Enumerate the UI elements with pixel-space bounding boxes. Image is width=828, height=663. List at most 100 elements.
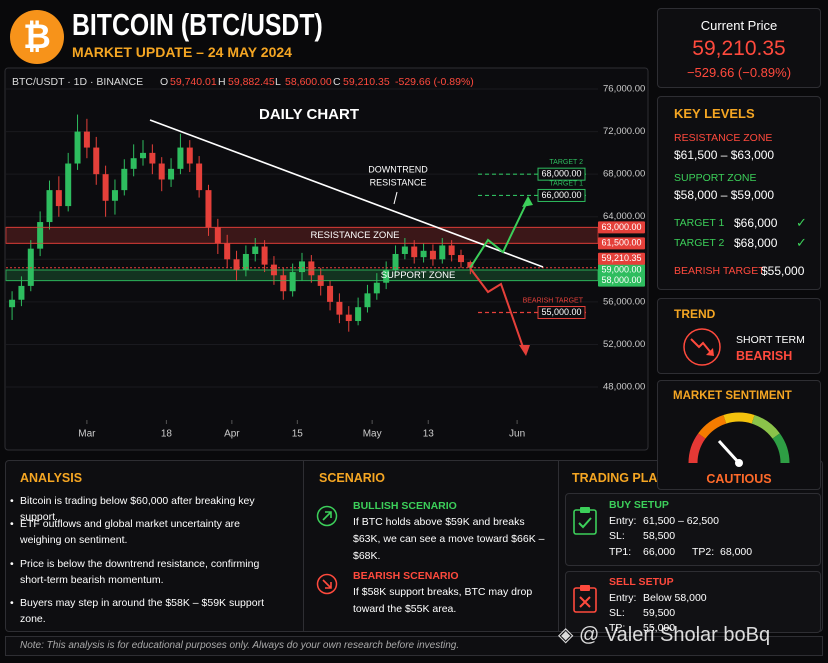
setup-title: SELL SETUP [609, 576, 674, 588]
x-tick-label: Jun [509, 429, 525, 440]
candle-body [177, 147, 184, 169]
candle-body [308, 261, 315, 276]
setup-label: TP2: [692, 546, 715, 558]
level-value: $55,000 [761, 264, 805, 278]
x-tick-label: Apr [224, 429, 240, 440]
scenario-text: If BTC holds above $59K and breaks $63K,… [353, 516, 545, 562]
candle-body [93, 147, 100, 175]
sentiment-panel: MARKET SENTIMENT CAUTIOUS [657, 380, 821, 490]
price: 59,210.35 [692, 37, 786, 60]
candle-body [336, 301, 343, 315]
x-tick-label: 18 [161, 429, 173, 440]
price-panel: Current Price 59,210.35 −529.66 (−0.89%) [657, 8, 821, 88]
x-tick-label: 15 [292, 429, 304, 440]
target-label-box [538, 168, 585, 181]
level-label: 61,500.00 [601, 238, 641, 248]
watermark-icon: ◈ [558, 624, 579, 646]
candle-body [111, 190, 118, 201]
setup-value: 55,000 [643, 622, 676, 634]
sell-icon [573, 585, 597, 613]
level-label: RESISTANCE ZONE [674, 132, 773, 144]
watermark: ◈ @ Valeri Sholar boBq [558, 622, 770, 647]
setup-value: 68,000 [720, 546, 753, 558]
subtitle: MARKET UPDATE – 24 MAY 2024 [72, 44, 292, 60]
section-title: ANALYSIS [20, 471, 83, 485]
setup-label: Entry: [609, 515, 637, 527]
candle-body [401, 246, 408, 254]
annotation: DOWNTREND [368, 164, 428, 174]
candle-body [224, 243, 231, 260]
level-label: TARGET 2 [674, 237, 725, 249]
level-label-box [598, 263, 645, 276]
bullish-projection [469, 199, 529, 269]
setup-label: TP1: [609, 546, 632, 558]
y-tick-label: 56,000.00 [603, 296, 645, 307]
target-border [537, 167, 586, 181]
gauge [688, 412, 790, 467]
panel-title: KEY LEVELS [674, 106, 755, 121]
level-label: 58,000.00 [601, 275, 641, 285]
x-tick-label: May [363, 429, 382, 440]
candle-body [439, 245, 446, 260]
candle-body [9, 299, 16, 308]
target-label-box [538, 306, 585, 319]
plot [5, 88, 599, 388]
section-title: SCENARIO [319, 471, 385, 485]
candle-body [186, 147, 193, 164]
candle-body [373, 282, 380, 294]
level-label: 63,000.00 [601, 222, 641, 232]
sentiment-value: CAUTIOUS [706, 472, 772, 486]
y-tick-label: 68,000.00 [603, 169, 645, 180]
setup-label: TP: [609, 622, 626, 634]
level-label-box [598, 274, 645, 287]
change: -529.66 (-0.89%) [395, 76, 474, 88]
target-border [537, 306, 586, 320]
bullish-arrowhead [522, 196, 533, 207]
check: ✓ [796, 215, 807, 230]
ohlc-label: H [218, 76, 226, 88]
check: ✓ [796, 235, 807, 250]
y-tick-label: 76,000.00 [603, 84, 645, 95]
ohlc-label: L [275, 76, 281, 88]
candle-body [196, 163, 203, 191]
target-label: 68,000.00 [541, 169, 581, 179]
candle-body [74, 131, 81, 164]
price-change: −529.66 (−0.89%) [686, 65, 792, 80]
ohlc-label: O [160, 76, 168, 88]
candle-body [467, 262, 474, 268]
ohlc-value: 59,882.45 [228, 76, 275, 88]
y-tick-label: 72,000.00 [603, 126, 645, 137]
bullish-icon [316, 505, 338, 527]
scenario-title: BEARISH SCENARIO [353, 570, 459, 582]
setup-value: 66,000 [643, 546, 676, 558]
level-label: BEARISH TARGET [674, 265, 765, 277]
candle-body [355, 307, 362, 322]
candle-body [327, 285, 334, 302]
level-value: $61,500 – $63,000 [674, 148, 775, 162]
candle-body [242, 253, 249, 270]
y-tick-label: 48,000.00 [603, 382, 645, 393]
target-label: 66,000.00 [541, 190, 581, 200]
trendline [149, 119, 544, 268]
candle-body [102, 174, 109, 201]
analysis-point: Buyers may step in around the $58K – $59… [10, 595, 292, 627]
y-tick-label: 52,000.00 [603, 339, 645, 350]
setup-label: SL: [609, 530, 625, 542]
candle-body [205, 190, 212, 228]
analysis-point: ETF outflows and global market uncertain… [10, 516, 260, 548]
price-label: Current Price [700, 18, 778, 33]
title: BITCOIN (BTC/USDT) [72, 7, 323, 42]
ohlc-value: 59,740.01 [170, 76, 217, 88]
candle-body [429, 250, 436, 260]
candle-body [420, 250, 427, 258]
panel-title: TREND [674, 307, 716, 321]
candle-body [233, 259, 240, 270]
candle-body [345, 314, 352, 322]
annotation: RESISTANCE [370, 177, 427, 187]
key-levels-panel: KEY LEVELS RESISTANCE ZONE $61,500 – $63… [657, 96, 821, 290]
target-label-box [538, 189, 585, 202]
candle-body [214, 227, 221, 244]
note: Note: This analysis is for educational p… [20, 640, 460, 651]
chart: DAILY CHART DOWNTREND RESISTANCE BTC/USD… [4, 67, 649, 451]
level-value: $58,000 – $59,000 [674, 188, 775, 202]
